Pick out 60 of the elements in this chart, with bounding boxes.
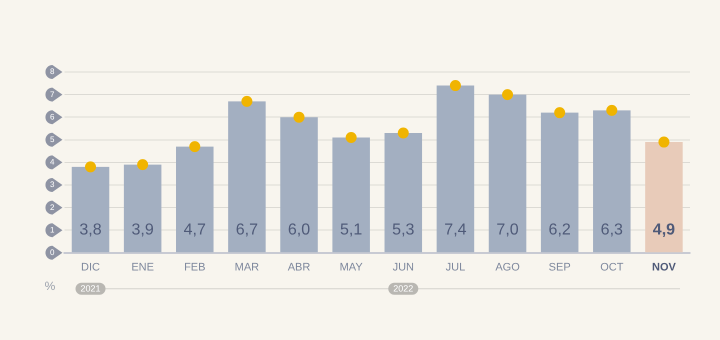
- point: [241, 96, 252, 107]
- x-tick-label: ABR: [288, 261, 310, 274]
- x-tick-label: ENE: [131, 261, 154, 274]
- point: [502, 89, 514, 100]
- data-label: 3,8: [79, 222, 102, 239]
- bar: [228, 101, 266, 252]
- point: [85, 161, 96, 172]
- data-label: 6,7: [236, 222, 258, 239]
- data-label: 7,4: [444, 222, 467, 239]
- bar: [488, 94, 526, 252]
- point: [137, 159, 148, 170]
- x-tick-label: SEP: [548, 261, 571, 274]
- point: [450, 80, 461, 92]
- x-tick-label: DIC: [81, 261, 100, 274]
- data-label: 6,2: [548, 222, 571, 239]
- data-label: 5,3: [392, 222, 415, 239]
- data-label: 4,9: [652, 222, 676, 239]
- point: [398, 128, 409, 139]
- y-tick-label: 8: [50, 67, 55, 76]
- text: 2021: [80, 283, 101, 294]
- point: [554, 107, 566, 118]
- bar: [176, 146, 214, 252]
- text: 2022: [393, 283, 414, 294]
- bar: [124, 164, 162, 252]
- bar: [540, 112, 578, 252]
- bar: [72, 166, 110, 252]
- point: [346, 132, 357, 144]
- data-label: 5,1: [340, 222, 362, 239]
- x-tick-label: OCT: [600, 261, 624, 274]
- data-label: 4,7: [184, 222, 206, 239]
- bar: [436, 86, 474, 252]
- x-tick-label: FEB: [184, 261, 206, 274]
- point: [189, 141, 200, 152]
- point: [606, 104, 618, 116]
- y-tick-label: 5: [50, 135, 55, 144]
- y-tick-label: 2: [50, 202, 55, 212]
- x-tick-label: JUN: [392, 261, 414, 274]
- data-label: 6,0: [288, 222, 310, 239]
- point: [658, 136, 670, 148]
- bar: [384, 133, 422, 252]
- bar: [593, 110, 631, 252]
- bar: [332, 138, 370, 252]
- y-tick-label: 0: [50, 248, 55, 258]
- y-tick-label: 4: [50, 158, 55, 167]
- data-label: 6,3: [600, 222, 624, 239]
- x-tick-label: MAY: [340, 261, 364, 274]
- data-label: 7,0: [496, 222, 519, 239]
- y-tick-label: 1: [50, 225, 55, 234]
- x-tick-label: AGO: [495, 261, 520, 274]
- bar: [280, 117, 318, 252]
- x-tick-label: JUL: [446, 261, 466, 274]
- y-tick-label: 6: [50, 112, 55, 122]
- x-tick-label: MAR: [234, 261, 260, 274]
- y-tick-label: 3: [50, 180, 55, 190]
- y-tick-label: 7: [50, 90, 55, 99]
- data-label: 3,9: [132, 222, 154, 239]
- bar: [645, 142, 683, 252]
- x-tick-label: NOV: [652, 261, 677, 274]
- point: [294, 112, 305, 123]
- y-axis-title: %: [44, 279, 56, 294]
